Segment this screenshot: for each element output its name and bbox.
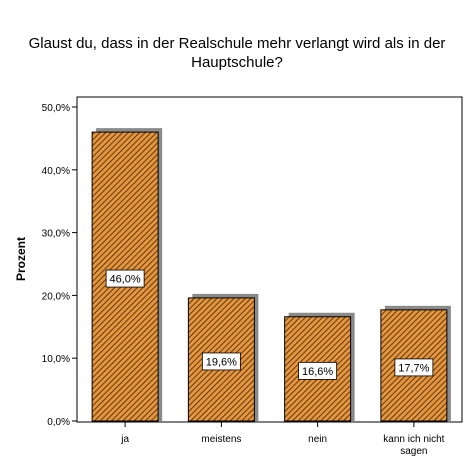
y-axis-label: Prozent (14, 237, 28, 281)
x-tick-label: meistens (201, 434, 241, 445)
bars: 46,0% 19,6% 16,6% 17,7% (91, 128, 451, 422)
data-label-box (105, 269, 145, 288)
plot-area-frame (76, 96, 463, 423)
chart-title-line-2: Hauptschule? (191, 54, 283, 71)
chart-title: Glaust du, dass in der Realschule mehr v… (0, 34, 474, 72)
x-tick-label: sagen (400, 446, 427, 457)
data-label-box (298, 361, 338, 380)
y-tick-label: 20,0% (42, 291, 70, 302)
y-axis: 0,0% 10,0% 20,0% 30,0% 40,0% 50,0% (42, 103, 77, 428)
data-label-box (394, 358, 434, 377)
x-tick-label: ja (120, 434, 129, 445)
y-tick-label: 50,0% (42, 103, 70, 114)
y-tick-label: 0,0% (47, 417, 70, 428)
data-label: 46,0% (110, 274, 141, 286)
data-label-box (201, 352, 241, 371)
chart-title-line-1: Glaust du, dass in der Realschule mehr v… (28, 35, 446, 52)
data-label: 16,6% (302, 366, 333, 378)
y-tick-label: 10,0% (42, 354, 70, 365)
y-tick-label: 30,0% (42, 229, 70, 240)
x-tick-label: nein (308, 434, 327, 445)
x-tick-label: kann ich nicht (383, 434, 444, 445)
data-label: 19,6% (206, 356, 237, 368)
data-label: 17,7% (398, 362, 429, 374)
y-tick-label: 40,0% (42, 166, 70, 177)
